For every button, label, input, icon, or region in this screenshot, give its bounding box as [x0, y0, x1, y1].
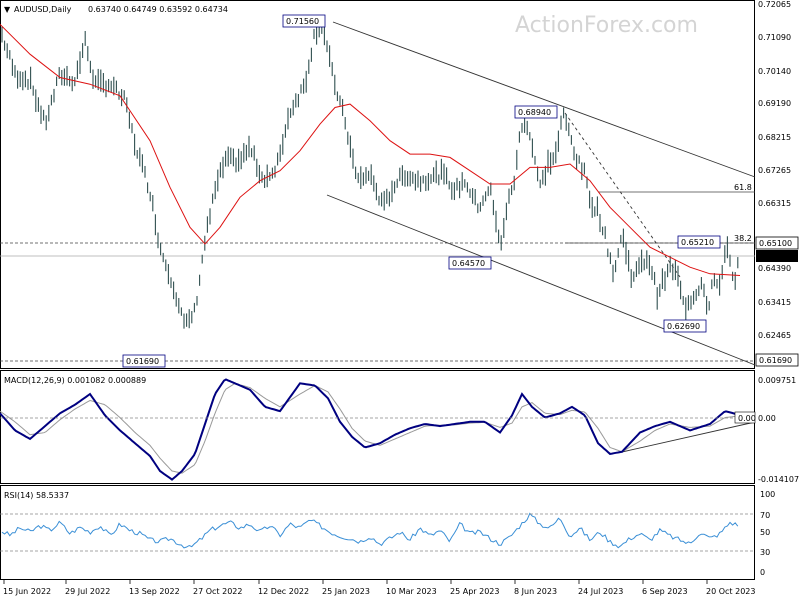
- x-tick-label: 10 Mar 2023: [386, 587, 437, 596]
- price-tick-label: 0.71090: [758, 33, 791, 42]
- chart-title: AUDUSD,Daily: [14, 5, 72, 14]
- rsi-panel-frame: [0, 485, 755, 580]
- price-axis: 0.72065 0.71090 0.70140 0.69190 0.68215 0.672…: [758, 0, 791, 340]
- rsi-lines: [1, 512, 739, 549]
- header: ▼ AUDUSD,Daily 0.63740 0.64749 0.63592 0…: [4, 5, 228, 14]
- ma-series-line: [0, 23, 741, 276]
- fib-38-2-label: 38.2: [734, 234, 752, 243]
- rsi-tick-70: 70: [760, 511, 770, 520]
- label-box-71560: [282, 14, 326, 28]
- x-tick-label: 24 Jul 2023: [578, 587, 623, 596]
- x-tick-label: 15 Jun 2022: [3, 587, 51, 596]
- reference-lines: [0, 191, 755, 362]
- upper-channel-line: [332, 21, 756, 178]
- x-axis: 15 Jun 2022 29 Jul 2022 13 Sep 2022 27 Oct …: [3, 580, 755, 596]
- label-68940: 0.68940: [518, 108, 551, 117]
- watermark: ActionForex.com: [515, 13, 698, 38]
- x-tick-label: 12 Dec 2022: [258, 587, 309, 596]
- rsi-panel-labels: RSI(14) 58.5337 100 70 50 30 0: [0, 490, 775, 577]
- label-61690: 0.61690: [126, 357, 159, 366]
- tag-61690: 0.61690: [759, 356, 792, 365]
- price-bars: [1, 20, 739, 329]
- label-box-64570: [448, 256, 492, 270]
- dropdown-triangle-icon: ▼: [4, 5, 11, 14]
- label-62690: 0.62690: [667, 322, 700, 331]
- price-tick-label: 0.62465: [758, 331, 791, 340]
- macd-panel-labels: MACD(12,26,9) 0.001082 0.000889 0.009751…: [0, 376, 799, 484]
- lower-channel-line: [326, 194, 756, 366]
- macd-trend-line: [621, 421, 756, 453]
- price-panel-frame: [0, 0, 755, 369]
- price-tick-label: 0.67265: [758, 166, 791, 175]
- price-tick-label: 0.70140: [758, 67, 791, 76]
- macd-tick-bottom: -0.014107: [758, 475, 799, 484]
- price-tick-label: 0.68215: [758, 133, 791, 142]
- label-box-68940: [514, 105, 558, 119]
- price-tick-label: 0.63415: [758, 298, 791, 307]
- macd-label: MACD(12,26,9) 0.001082 0.000889: [4, 376, 146, 385]
- rsi-tick-50: 50: [760, 528, 770, 537]
- tag-last-price: 0.64734: [759, 252, 792, 261]
- price-tick-label: 0.66315: [758, 199, 791, 208]
- rsi-tick-100: 100: [760, 490, 775, 499]
- rsi-tick-30: 30: [760, 548, 770, 557]
- macd-zero-tag-box: [734, 411, 756, 424]
- x-tick-label: 29 Jul 2022: [65, 587, 110, 596]
- label-65210: 0.65210: [681, 238, 714, 247]
- moving-average: [0, 23, 741, 276]
- label-64570: 0.64570: [452, 259, 485, 268]
- x-tick-label: 20 Oct 2023: [706, 587, 755, 596]
- tag-box-65100: [755, 236, 799, 250]
- macd-lines: [0, 378, 741, 481]
- macd-signal-line: [0, 383, 741, 474]
- rsi-tick-0: 0: [760, 568, 765, 577]
- trend-lines: [326, 21, 756, 453]
- x-tick-label: 25 Jan 2023: [322, 587, 370, 596]
- rsi-series-line: [1, 512, 739, 549]
- rsi-label: RSI(14) 58.5337: [4, 491, 69, 500]
- tag-box-last-price: [756, 250, 798, 262]
- label-box-61690: [122, 354, 166, 368]
- x-tick-label: 6 Sep 2023: [642, 587, 688, 596]
- macd-tick-top: 0.009751: [758, 376, 796, 385]
- label-box-62690: [663, 319, 707, 333]
- label-box-65210: [677, 235, 721, 249]
- macd-zero-tag: 0.00: [738, 414, 756, 423]
- tag-65100: 0.65100: [759, 239, 792, 248]
- label-71560: 0.71560: [286, 17, 319, 26]
- price-tick-label: 0.64390: [758, 264, 791, 273]
- x-tick-label: 27 Oct 2022: [193, 587, 242, 596]
- panel-frames: [0, 0, 755, 580]
- x-tick-label: 8 Jun 2023: [514, 587, 557, 596]
- price-annotations: 0.71560 0.68940 0.65210 0.64570 0.62690 …: [122, 14, 752, 368]
- x-tick-label: 13 Sep 2022: [129, 587, 180, 596]
- ohlc-readout: 0.63740 0.64749 0.63592 0.64734: [88, 5, 228, 14]
- macd-panel-frame: [0, 370, 755, 484]
- tag-box-61690: [755, 353, 799, 367]
- macd-main-line: [0, 378, 741, 481]
- price-tick-label: 0.69190: [758, 99, 791, 108]
- x-tick-label: 25 Apr 2023: [450, 587, 499, 596]
- fib-61-8-label: 61.8: [734, 183, 752, 192]
- right-price-tags: 0.65100 0.64734 0.61690: [755, 236, 799, 367]
- price-tick-label: 0.72065: [758, 0, 791, 9]
- retracement-dashed-line: [564, 112, 681, 278]
- macd-tick-zero: 0.00: [758, 414, 776, 423]
